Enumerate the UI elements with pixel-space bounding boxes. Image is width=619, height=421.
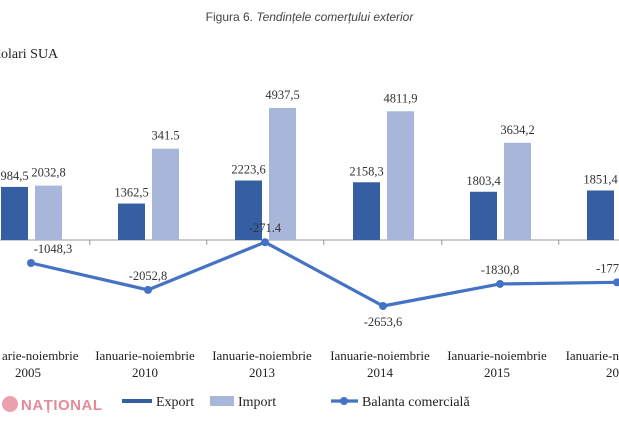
balance-marker	[496, 279, 504, 288]
legend-label-import: Import	[238, 395, 276, 410]
bar-import	[504, 142, 531, 240]
balance-marker	[27, 259, 35, 267]
x-tick-year: 2010	[132, 365, 158, 380]
x-tick-year: 2014	[367, 365, 394, 380]
balance-line	[30, 240, 618, 308]
data-label-import: 4811,9	[384, 91, 418, 105]
data-label-balance: -2653,6	[364, 315, 403, 329]
x-tick-label: Ianuarie-noiembrie	[95, 348, 195, 363]
x-tick-label: Ianuarie-noiembrie	[212, 348, 312, 363]
figure-caption: Figura 6. Tendințele comerțului exterior	[0, 10, 619, 24]
x-tick-label: arie-noiembrie	[2, 348, 79, 363]
bar-export	[470, 191, 497, 240]
data-label-import: 341.5	[151, 129, 179, 143]
bar-import	[269, 107, 296, 240]
bar-import	[152, 148, 179, 240]
legend-swatch-export	[122, 399, 152, 403]
x-tick-year: 2015	[484, 365, 510, 380]
x-tick-year: 2005	[15, 365, 41, 380]
balance-marker	[613, 278, 619, 287]
x-tick-label: Ianuarie-noiembrie	[447, 348, 547, 363]
data-label-export: 1362,5	[114, 186, 148, 200]
data-label-balance: -1048,3	[34, 242, 73, 256]
data-label-balance: -271.4	[249, 221, 282, 235]
x-tick-label: Ianuarie-n	[566, 348, 619, 363]
data-label-export: 2158,3	[349, 164, 383, 178]
balance-marker	[379, 302, 387, 310]
legend-label-balance: Balanta comercială	[362, 395, 470, 410]
data-label-export: 1851,4	[583, 172, 618, 186]
data-label-import: 4937,5	[265, 88, 299, 102]
data-label-import: 2032,8	[31, 166, 65, 180]
x-tick-year: 2013	[249, 365, 275, 380]
legend-label-export: Export	[156, 395, 194, 410]
caption-title: Tendințele comerțului exterior	[256, 10, 414, 24]
bar-export	[1, 186, 28, 240]
balance-marker	[261, 238, 269, 247]
data-label-balance: -1830,8	[481, 263, 520, 277]
data-label-import: 3634,2	[500, 123, 534, 137]
unit-label: dolari SUA	[0, 47, 59, 62]
data-label-balance: -2052,8	[129, 269, 168, 283]
bar-export	[587, 190, 614, 240]
data-label-export: 1803,4	[466, 174, 501, 188]
watermark-text: NAȚIONAL	[21, 397, 103, 414]
bar-import	[387, 111, 414, 240]
x-tick-label: Ianuarie-noiembrie	[330, 348, 430, 363]
data-label-export: 984,5	[0, 169, 28, 183]
data-label-balance: -177	[596, 261, 619, 275]
watermark-logo-icon	[2, 396, 18, 412]
data-label-export: 2223,6	[231, 163, 265, 177]
bar-export	[353, 182, 380, 240]
legend-swatch-balance-marker	[340, 397, 348, 405]
bar-import	[35, 185, 62, 240]
bar-export	[118, 203, 145, 240]
bar-export	[235, 180, 262, 240]
legend-swatch-import	[210, 396, 234, 406]
x-tick-year: 20	[606, 365, 619, 380]
caption-prefix: Figura 6.	[205, 10, 254, 24]
balance-marker	[144, 285, 152, 294]
